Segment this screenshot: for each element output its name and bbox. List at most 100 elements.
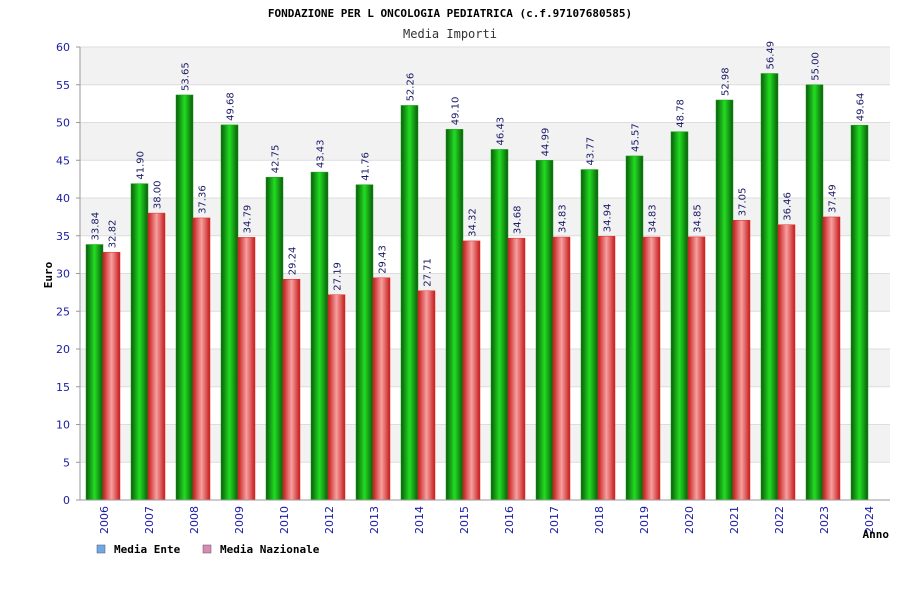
plot-band xyxy=(80,160,890,198)
plot-bands xyxy=(80,47,890,500)
plot-band xyxy=(80,311,890,349)
bar-media-nazionale xyxy=(282,278,301,501)
bar-media-ente xyxy=(400,105,419,501)
x-tick-label: 2013 xyxy=(368,506,381,534)
x-axis-ticks: 2006 2007 2008 2009 2010 2012 2013 2014 2015 2016… xyxy=(98,506,876,534)
y-tick-label: 15 xyxy=(56,381,70,394)
y-tick-label: 35 xyxy=(56,230,70,243)
bar-media-nazionale xyxy=(372,277,391,501)
plot-band xyxy=(80,47,890,85)
plot-band xyxy=(80,424,890,463)
bar-label-media-ente: 46.43 xyxy=(496,117,507,146)
y-tick-label: 10 xyxy=(56,419,70,432)
bar-media-ente xyxy=(580,169,599,501)
bar-label-media-nazionale: 34.32 xyxy=(468,208,479,237)
bar-label-media-ente: 49.10 xyxy=(451,97,462,126)
bar-labels: 33.84 32.82 41.90 38.00 53.65 37.36 49.68 34.79… xyxy=(91,41,867,291)
chart-subtitle: Media Importi xyxy=(403,27,497,41)
x-tick-label: 2007 xyxy=(143,506,156,534)
bar-label-media-nazionale: 34.68 xyxy=(513,206,524,235)
y-tick-label: 45 xyxy=(56,154,70,167)
y-axis-title: Euro xyxy=(42,261,55,288)
plot-band xyxy=(80,273,890,312)
bar-media-ente xyxy=(265,176,284,501)
bar-label-media-ente: 44.99 xyxy=(541,128,552,157)
bar-label-media-ente: 45.57 xyxy=(631,123,642,152)
bar-media-nazionale xyxy=(327,294,346,501)
x-tick-label: 2024 xyxy=(863,506,876,534)
bar-media-nazionale xyxy=(642,236,661,501)
bar-media-nazionale xyxy=(552,236,571,501)
bar-media-nazionale xyxy=(102,251,121,501)
bar-media-ente xyxy=(175,94,194,501)
x-tick-label: 2014 xyxy=(413,506,426,534)
y-tick-label: 50 xyxy=(56,117,70,130)
plot-band xyxy=(80,235,890,274)
bar-media-ente xyxy=(535,160,554,501)
bar-media-ente xyxy=(445,129,464,501)
bar-label-media-nazionale: 34.85 xyxy=(693,204,704,233)
bar-media-nazionale xyxy=(237,237,256,501)
plot-band xyxy=(80,198,890,236)
bar-label-media-ente: 42.75 xyxy=(271,145,282,174)
legend: Media Ente Media Nazionale xyxy=(96,543,320,556)
bar-media-ente xyxy=(220,124,239,501)
bar-media-ente xyxy=(85,244,104,501)
bar-label-media-ente: 48.78 xyxy=(676,99,687,128)
bar-media-ente xyxy=(715,99,734,501)
bar-label-media-nazionale: 34.94 xyxy=(603,204,614,233)
x-tick-label: 2012 xyxy=(323,506,336,534)
bar-label-media-nazionale: 29.43 xyxy=(378,245,389,274)
legend-label-media-nazionale: Media Nazionale xyxy=(220,543,320,556)
bar-label-media-ente: 49.68 xyxy=(226,92,237,121)
bar-media-ente xyxy=(130,183,149,501)
bar-media-nazionale xyxy=(687,236,706,501)
plot-band xyxy=(80,84,890,123)
y-tick-label: 5 xyxy=(63,456,70,469)
bar-media-nazionale xyxy=(732,220,751,501)
x-tick-label: 2017 xyxy=(548,506,561,534)
bar-label-media-nazionale: 29.24 xyxy=(288,247,299,276)
bar-label-media-ente: 55.00 xyxy=(811,52,822,81)
y-tick-label: 55 xyxy=(56,79,70,92)
plot-band xyxy=(80,462,890,500)
bar-label-media-ente: 52.26 xyxy=(406,73,417,102)
x-tick-label: 2022 xyxy=(773,506,786,534)
y-axis-ticks: 0 5 10 15 20 25 30 35 40 45 50 55 60 xyxy=(56,41,80,507)
x-axis-title: Anno xyxy=(863,528,890,541)
legend-swatch-media-ente xyxy=(96,544,106,554)
legend-label-media-ente: Media Ente xyxy=(114,543,181,556)
x-tick-label: 2008 xyxy=(188,506,201,534)
bar-label-media-ente: 41.90 xyxy=(136,151,147,180)
bar-media-nazionale xyxy=(192,217,211,501)
bar-media-ente xyxy=(805,84,824,501)
y-tick-label: 30 xyxy=(56,268,70,281)
x-tick-label: 2006 xyxy=(98,506,111,534)
x-tick-label: 2021 xyxy=(728,506,741,534)
bar-media-nazionale xyxy=(462,240,481,501)
y-tick-label: 25 xyxy=(56,305,70,318)
bar-label-media-ente: 53.65 xyxy=(181,62,192,91)
x-tick-label: 2018 xyxy=(593,506,606,534)
plot-band xyxy=(80,349,890,387)
bar-media-ente xyxy=(760,73,779,501)
y-tick-label: 60 xyxy=(56,41,70,54)
bar-label-media-nazionale: 34.79 xyxy=(243,205,254,234)
bar-media-nazionale xyxy=(822,216,841,501)
bar-label-media-ente: 43.43 xyxy=(316,139,327,168)
bar-media-ente xyxy=(355,184,374,501)
bar-media-nazionale xyxy=(147,212,166,501)
bar-label-media-nazionale: 32.82 xyxy=(108,220,119,249)
y-tick-label: 40 xyxy=(56,192,70,205)
x-tick-label: 2010 xyxy=(278,506,291,534)
bar-label-media-nazionale: 34.83 xyxy=(558,204,569,233)
bar-label-media-nazionale: 34.83 xyxy=(648,204,659,233)
bar-label-media-ente: 41.76 xyxy=(361,152,372,181)
bar-media-ente xyxy=(490,149,509,501)
bar-media-ente xyxy=(625,155,644,501)
x-tick-label: 2019 xyxy=(638,506,651,534)
bar-label-media-nazionale: 27.71 xyxy=(423,258,434,287)
x-tick-label: 2023 xyxy=(818,506,831,534)
bar-label-media-ente: 49.64 xyxy=(856,93,867,122)
